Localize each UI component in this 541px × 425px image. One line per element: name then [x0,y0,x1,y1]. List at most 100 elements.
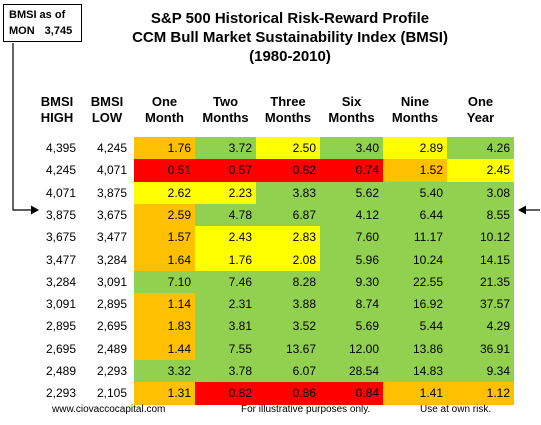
table-cell: 4.29 [447,315,514,338]
row-bmsi-low: 3,284 [96,253,127,267]
table-cell: 7.46 [195,271,256,294]
title-line-1: S&P 500 Historical Risk-Reward Profile [150,10,430,27]
footer-risk: Use at own risk. [420,404,492,415]
table-cell: 1.57 [134,226,195,249]
header-line: Months [391,110,439,125]
table-cell: 5.40 [383,182,447,205]
table-cell: 1.41 [383,382,447,405]
header-bmsi-high: BMSI HIGH [32,94,82,126]
table-cell: 1.76 [195,249,256,272]
table-cell: 3.40 [320,137,383,160]
row-bmsi-low: 3,675 [96,208,127,222]
row-bmsi-high: 2,895 [45,319,76,333]
header-line: Two [212,94,239,109]
callout-label: BMSI as of [9,9,66,21]
row-bmsi-high: 4,395 [45,141,76,155]
row-bmsi-high: 4,071 [45,186,76,200]
left-arrow-icon [31,205,39,215]
table-cell: 7.60 [320,226,383,249]
row-bmsi-low: 2,489 [96,342,127,356]
table-cell: 7.10 [134,271,195,294]
table-cell: 3.88 [256,293,320,316]
table-cell: 2.23 [195,182,256,205]
table-cell: 4.26 [447,137,514,160]
table-cell: 16.92 [383,293,447,316]
table-cell: 10.24 [383,249,447,272]
callout-value: 3,745 [44,25,73,37]
table-cell: 3.72 [195,137,256,160]
table-cell: 3.81 [195,315,256,338]
table-cell: 2.83 [256,226,320,249]
table-cell: 3.83 [256,182,320,205]
footer-disclaimer: For illustrative purposes only. [241,404,371,415]
table-cell: 36.91 [447,338,514,361]
header-line: BMSI [90,94,124,109]
table-cell: 2.08 [256,249,320,272]
table-cell: 0.74 [320,159,383,182]
table-cell: 5.69 [320,315,383,338]
header-line: Month [145,110,184,125]
table-cell: 1.31 [134,382,195,405]
table-cell: 12.00 [320,338,383,361]
right-arrow-icon [518,205,526,215]
header-line: HIGH [40,110,74,125]
table-cell: 0.51 [134,159,195,182]
header-period: Six Months [320,94,383,126]
table-cell: 8.28 [256,271,320,294]
table-cell: 28.54 [320,360,383,383]
row-bmsi-high: 2,293 [45,386,76,400]
row-bmsi-low: 2,105 [96,386,127,400]
table-cell: 3.52 [256,315,320,338]
table-cell: 2.43 [195,226,256,249]
table-cell: 4.12 [320,204,383,227]
row-bmsi-high: 3,875 [45,208,76,222]
header-line: Months [264,110,312,125]
table-cell: 1.52 [383,159,447,182]
callout-value-line: MON 3,745 [9,23,81,39]
table-cell: 1.44 [134,338,195,361]
row-bmsi-low: 2,695 [96,319,127,333]
header-line: One [467,94,494,109]
table-cell: 5.44 [383,315,447,338]
table-cell: 2.89 [383,137,447,160]
header-line: Three [270,94,306,109]
table-cell: 2.31 [195,293,256,316]
header-period: Three Months [256,94,320,126]
table-cell: 1.64 [134,249,195,272]
row-bmsi-low: 3,477 [96,230,127,244]
table-cell: 2.50 [256,137,320,160]
row-bmsi-high: 2,695 [45,342,76,356]
table-cell: 3.78 [195,360,256,383]
table-cell: 37.57 [447,293,514,316]
callout-day: MON [9,25,35,37]
header-period: One Year [447,94,514,126]
header-line: BMSI [40,94,74,109]
table-cell: 14.83 [383,360,447,383]
title-line-2: CCM Bull Market Sustainability Index (BM… [132,29,448,46]
table-cell: 13.67 [256,338,320,361]
header-period: One Month [134,94,195,126]
row-bmsi-low: 3,091 [96,275,127,289]
header-line: LOW [91,110,123,125]
table-cell: 5.62 [320,182,383,205]
table-cell: 3.08 [447,182,514,205]
row-bmsi-low: 4,245 [96,141,127,155]
header-bmsi-low: BMSI LOW [83,94,131,126]
row-bmsi-low: 2,293 [96,364,127,378]
table-cell: 21.35 [447,271,514,294]
table-cell: 6.07 [256,360,320,383]
table-cell: 1.83 [134,315,195,338]
table-cell: 0.82 [195,382,256,405]
header-period: Nine Months [383,94,447,126]
table-cell: 7.55 [195,338,256,361]
header-line: Year [466,110,495,125]
table-cell: 9.30 [320,271,383,294]
row-bmsi-low: 2,895 [96,297,127,311]
table-cell: 10.12 [447,226,514,249]
header-line: Nine [400,94,430,109]
header-line: Months [328,110,375,125]
table-cell: 14.15 [447,249,514,272]
table-cell: 2.45 [447,159,514,182]
title-line-3: (1980-2010) [249,48,331,65]
